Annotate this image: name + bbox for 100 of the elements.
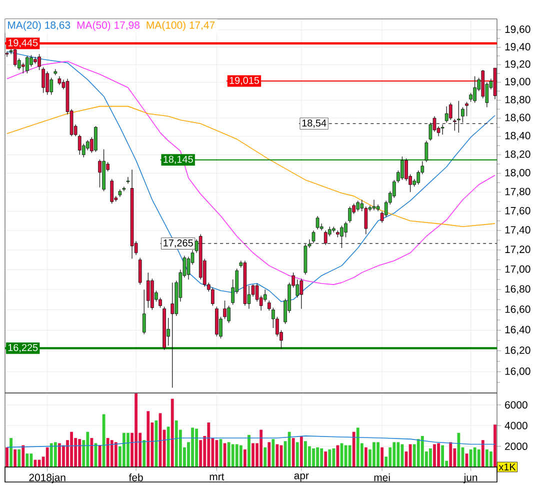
bar	[142, 440, 146, 467]
bar	[429, 448, 432, 467]
y-tick-label: 16,00	[505, 367, 530, 376]
candlestick	[428, 122, 432, 142]
bar	[449, 442, 452, 467]
bar	[264, 447, 267, 467]
text: MA(100) 17,47	[146, 21, 215, 31]
bar	[102, 414, 106, 467]
y-tick-label: 16,40	[505, 326, 530, 335]
y-tick-label: 17,20	[505, 246, 530, 254]
bar	[490, 451, 492, 467]
candlestick	[38, 54, 41, 70]
bar	[324, 451, 328, 467]
candlestick	[46, 71, 49, 96]
bar	[485, 449, 488, 467]
ref-line-label: 19,015	[230, 76, 260, 86]
y-tick-label: 18,20	[505, 150, 530, 160]
bar	[328, 449, 332, 467]
bar	[288, 432, 291, 467]
candlestick	[348, 206, 352, 224]
candlestick	[444, 106, 448, 123]
bar	[352, 432, 356, 467]
bar	[14, 449, 17, 467]
bar	[441, 445, 444, 467]
bar	[170, 398, 174, 467]
bar	[248, 434, 250, 467]
candlestick	[268, 300, 271, 311]
bar	[126, 432, 130, 467]
candlestick	[78, 134, 82, 156]
candlestick	[372, 199, 376, 211]
ref-line-label: 18,145	[164, 156, 193, 164]
bar	[348, 445, 352, 467]
y-tick-label: 19,20	[505, 60, 530, 70]
x-tick-label: 2018jan	[29, 474, 66, 484]
candlestick	[122, 186, 126, 192]
candlestick	[146, 272, 150, 308]
bar	[235, 444, 238, 467]
bar	[312, 448, 315, 467]
candlestick	[453, 118, 456, 132]
bar	[231, 444, 234, 467]
bar	[296, 442, 299, 467]
bar	[380, 447, 384, 467]
bar	[191, 428, 194, 467]
candlestick	[170, 282, 174, 388]
y-tick-label: 16,80	[505, 285, 530, 294]
bar	[392, 442, 396, 467]
bar	[408, 444, 412, 467]
bar	[304, 441, 307, 467]
candlestick	[142, 289, 146, 335]
text: MA(50) 17,98	[77, 21, 140, 31]
bar	[457, 432, 460, 467]
candlestick	[223, 300, 226, 320]
bar	[195, 428, 198, 467]
candlestick	[211, 287, 214, 306]
candlestick	[227, 305, 230, 324]
bar	[376, 442, 380, 467]
bar	[437, 443, 440, 467]
bar	[10, 438, 12, 467]
candlestick	[110, 178, 114, 204]
bar	[114, 442, 118, 467]
bar	[494, 424, 496, 467]
candlestick	[255, 283, 259, 302]
bar	[134, 394, 138, 467]
bar	[227, 442, 230, 467]
bar	[22, 445, 25, 467]
bar	[356, 428, 360, 467]
bar	[244, 449, 246, 467]
ref-line-label: 19,445	[8, 39, 38, 48]
candlestick	[465, 102, 468, 117]
bar	[106, 438, 110, 467]
bar	[332, 448, 336, 467]
y-tick-label: 16,20	[505, 346, 530, 356]
candlestick	[473, 76, 476, 104]
candlestick	[98, 159, 102, 188]
y-tick-label: 19,00	[505, 78, 530, 87]
bar	[473, 447, 476, 467]
ref-line-label: 18,54	[302, 120, 326, 128]
y-tick-label: 18,00	[505, 168, 530, 178]
y-tick-label: 18,80	[505, 96, 530, 105]
bar	[416, 439, 420, 467]
candlestick	[316, 216, 320, 230]
candlestick	[296, 279, 300, 298]
bar	[6, 447, 8, 467]
candlestick	[42, 66, 45, 94]
bar	[26, 454, 29, 467]
bar	[146, 411, 150, 467]
candlestick	[400, 156, 404, 180]
y-tick-label: 17,40	[505, 226, 530, 235]
candlestick	[26, 56, 29, 74]
bar	[50, 443, 53, 467]
bar	[54, 442, 57, 467]
bar	[70, 432, 73, 467]
bar	[166, 426, 170, 467]
y-axis-title: x1K	[498, 464, 516, 470]
bar	[320, 448, 324, 467]
y-tick-label: 18,40	[505, 132, 530, 141]
x-tick-label: mei	[374, 474, 390, 482]
candlestick	[344, 221, 348, 238]
series-label: MA(20) 18,63	[8, 21, 70, 31]
candlestick	[263, 289, 267, 302]
